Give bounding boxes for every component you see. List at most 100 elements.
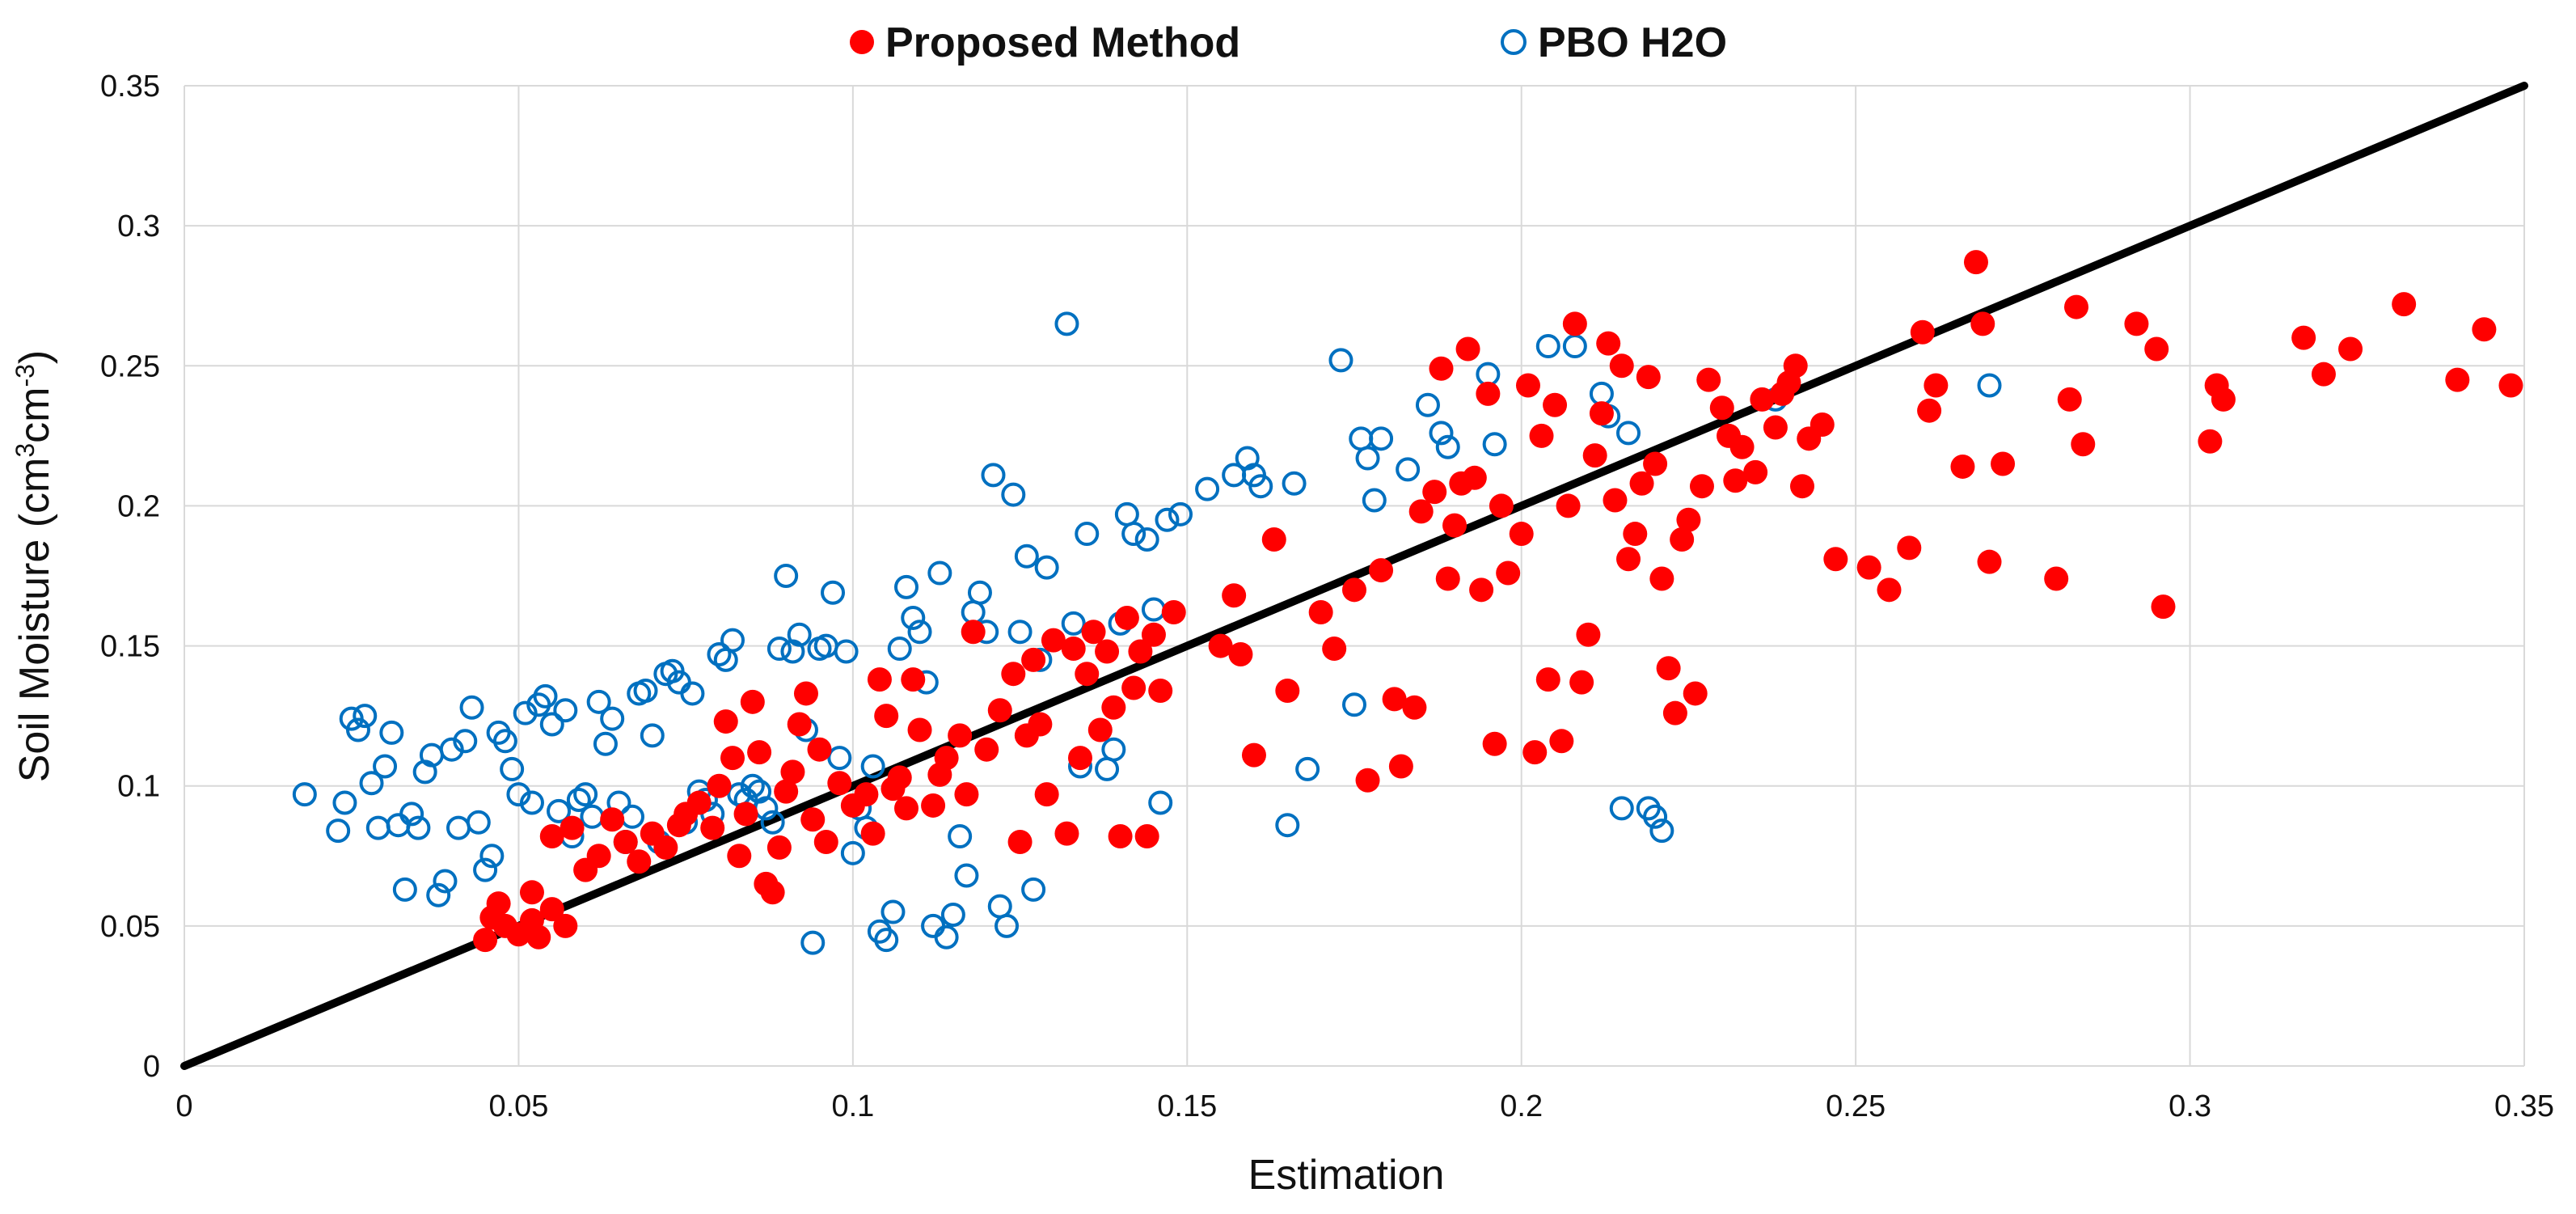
pbo-h2o-point: [466, 810, 491, 835]
proposed-method-point: [2498, 373, 2523, 398]
pbo-h2o-point: [1362, 488, 1387, 513]
pbo-h2o-point: [547, 798, 572, 823]
proposed-method-point: [1482, 731, 1507, 756]
pbo-h2o-point: [1482, 432, 1507, 457]
pbo-h2o-point: [593, 731, 618, 756]
proposed-method-point: [713, 709, 738, 734]
pbo-h2o-point: [553, 698, 578, 723]
proposed-method-point: [787, 712, 812, 737]
pbo-h2o-point: [1535, 334, 1560, 359]
x-tick-label: 0.35: [2494, 1089, 2554, 1123]
pbo-h2o-point: [880, 899, 906, 924]
proposed-method-point: [807, 737, 832, 762]
pbo-h2o-point: [519, 790, 544, 815]
pbo-h2o-point: [492, 729, 517, 754]
x-tick-label: 0.05: [488, 1089, 548, 1123]
pbo-h2o-point: [600, 706, 625, 731]
proposed-method-point: [2144, 336, 2169, 362]
proposed-method-point: [1442, 513, 1467, 538]
proposed-method-point: [887, 765, 912, 790]
proposed-method-point: [600, 807, 625, 832]
pbo-h2o-point: [353, 704, 378, 729]
pbo-h2o-point: [1054, 311, 1079, 336]
proposed-method-point: [2472, 317, 2497, 342]
y-axis-title-sup1: 3: [11, 443, 40, 458]
pbo-h2o-point: [860, 754, 885, 779]
pbo-h2o-point: [981, 463, 1006, 488]
proposed-method-point: [1087, 717, 1113, 742]
x-tick-label: 0.2: [1500, 1089, 1543, 1123]
pbo-h2o-point: [1014, 544, 1039, 569]
proposed-method-point: [867, 667, 892, 692]
proposed-method-point: [473, 928, 498, 953]
proposed-method-point: [1228, 641, 1253, 666]
proposed-method-point: [539, 824, 564, 849]
proposed-method-point: [1408, 499, 1434, 524]
pbo-h2o-point: [506, 782, 531, 807]
pbo-h2o-point: [533, 683, 558, 709]
pbo-h2o-point: [580, 804, 605, 829]
proposed-method-point: [1509, 522, 1534, 547]
pbo-h2o-point: [787, 622, 812, 647]
pbo-h2o-point: [566, 788, 591, 813]
proposed-method-point: [1810, 412, 1835, 438]
pbo-h2o-point: [1034, 555, 1059, 580]
proposed-method-point: [1689, 474, 1714, 499]
pbo-h2o-point: [800, 930, 826, 955]
pbo-h2o-point: [345, 717, 370, 742]
x-axis-title: Estimation: [1248, 1152, 1445, 1199]
proposed-method-point: [874, 704, 899, 729]
pbo-h2o-point: [640, 723, 665, 748]
proposed-method-point: [486, 891, 511, 916]
pbo-h2o-point: [373, 754, 398, 779]
pbo-h2o-point: [586, 689, 611, 714]
y-tick-label: 0.35: [100, 70, 160, 104]
proposed-method-point: [1924, 373, 1949, 398]
proposed-method-point: [2211, 387, 2236, 412]
legend-marker-pbo: [1501, 29, 1527, 55]
proposed-method-point: [1515, 373, 1540, 398]
pbo-h2o-point: [439, 737, 464, 762]
proposed-method-point: [1001, 662, 1026, 687]
pbo-h2o-point: [1148, 790, 1173, 815]
legend-label-proposed: Proposed Method: [885, 19, 1240, 66]
y-tick-label: 0.25: [100, 349, 160, 383]
pbo-h2o-point: [573, 782, 598, 807]
proposed-method-point: [2445, 367, 2470, 392]
proposed-method-point: [1576, 622, 1601, 647]
proposed-method-point: [2311, 362, 2336, 387]
pbo-h2o-point: [1101, 737, 1126, 762]
proposed-method-point: [813, 829, 838, 854]
pbo-h2o-point: [1114, 501, 1139, 527]
proposed-method-point: [1743, 459, 1768, 484]
pbo-h2o-point: [887, 637, 912, 662]
pbo-h2o-point: [479, 844, 505, 869]
pbo-h2o-point: [1121, 522, 1147, 547]
proposed-method-point: [1529, 423, 1554, 448]
fit-line-group: [180, 82, 2528, 1070]
proposed-method-point: [1028, 712, 1053, 737]
proposed-method-point: [1763, 415, 1788, 440]
pbo-h2o-point: [1001, 482, 1026, 507]
legend: Proposed Method PBO H2O: [850, 19, 1727, 66]
proposed-method-point: [1489, 493, 1514, 518]
proposed-method-point: [2057, 387, 2082, 412]
proposed-method-point: [1629, 471, 1654, 496]
proposed-method-point: [894, 796, 919, 821]
pbo-h2o-point: [1021, 877, 1046, 902]
proposed-method-point: [1429, 356, 1454, 381]
y-tick-label: 0.2: [117, 489, 160, 523]
proposed-method-point: [1649, 566, 1674, 591]
proposed-method-point: [1476, 381, 1501, 406]
pbo-h2o-point: [821, 580, 846, 605]
proposed-method-point: [1729, 434, 1755, 459]
pbo-h2o-point: [1061, 611, 1086, 636]
pbo-h2o-point: [987, 894, 1012, 919]
proposed-method-point: [707, 773, 732, 798]
pbo-h2o-point: [995, 913, 1020, 938]
pbo-h2o-point: [1435, 434, 1460, 459]
proposed-method-point: [774, 779, 799, 804]
pbo-h2o-point: [1415, 392, 1440, 417]
grid-lines: [184, 85, 2525, 1067]
pbo-h2o-point: [1295, 756, 1320, 781]
